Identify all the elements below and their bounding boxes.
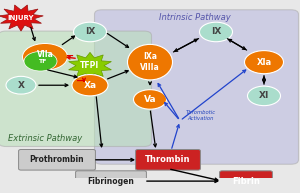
Text: −: −: [76, 76, 85, 86]
Text: Intrinsic Pathway: Intrinsic Pathway: [159, 13, 231, 22]
FancyBboxPatch shape: [94, 10, 298, 164]
Text: XI: XI: [259, 91, 269, 100]
Text: IXa
VIIIa: IXa VIIIa: [140, 52, 160, 72]
FancyBboxPatch shape: [220, 171, 272, 191]
Text: Fibrinogen: Fibrinogen: [88, 177, 134, 186]
Circle shape: [22, 43, 68, 70]
Circle shape: [244, 51, 284, 74]
Circle shape: [24, 52, 57, 71]
Text: X: X: [17, 81, 25, 90]
FancyBboxPatch shape: [19, 150, 95, 170]
Text: TF: TF: [38, 59, 46, 64]
Text: Xa: Xa: [83, 81, 97, 90]
Text: −: −: [66, 51, 75, 61]
FancyBboxPatch shape: [0, 31, 152, 146]
Circle shape: [248, 86, 280, 106]
Ellipse shape: [128, 44, 172, 80]
Text: TFPI: TFPI: [80, 61, 100, 70]
Text: Va: Va: [144, 95, 156, 104]
Text: INJURY: INJURY: [8, 15, 34, 21]
Polygon shape: [0, 5, 43, 31]
Text: VIIa: VIIa: [37, 50, 53, 59]
Circle shape: [134, 90, 166, 109]
FancyBboxPatch shape: [76, 171, 146, 191]
Text: Thrombin: Thrombin: [145, 155, 191, 164]
Text: IX: IX: [211, 27, 221, 36]
Circle shape: [6, 76, 36, 94]
Text: Extrinsic Pathway: Extrinsic Pathway: [8, 134, 82, 143]
Circle shape: [74, 22, 106, 42]
Polygon shape: [69, 52, 111, 79]
Circle shape: [72, 74, 108, 96]
Circle shape: [200, 22, 232, 42]
FancyBboxPatch shape: [136, 150, 200, 170]
Text: XIa: XIa: [256, 58, 272, 67]
Text: Prothrombin: Prothrombin: [30, 155, 84, 164]
Text: Fibrin: Fibrin: [232, 177, 260, 186]
Text: IX: IX: [85, 27, 95, 36]
Text: Thrombotic
Activation: Thrombotic Activation: [186, 110, 216, 121]
